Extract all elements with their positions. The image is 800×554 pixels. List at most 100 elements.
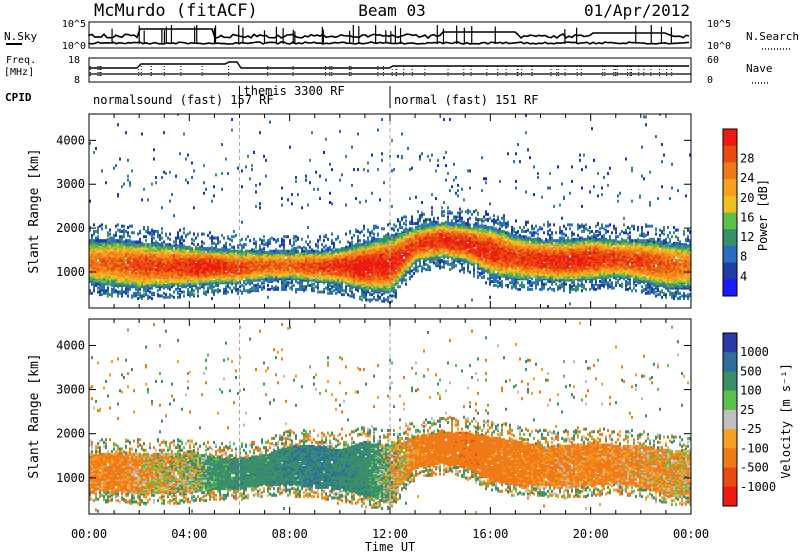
power-cell (235, 233, 237, 237)
power-cell (175, 174, 177, 178)
power-cell (193, 169, 195, 173)
power-cell (385, 298, 387, 302)
power-cell (357, 229, 359, 233)
power-cell (121, 243, 123, 247)
power-cell (167, 245, 169, 249)
power-cell (181, 241, 183, 245)
power-cell (209, 272, 211, 276)
power-cell (361, 251, 363, 255)
power-cell (203, 232, 205, 236)
power-cell (211, 248, 213, 252)
power-cell (233, 229, 235, 233)
power-cell (341, 293, 343, 297)
power-cell (305, 287, 307, 291)
power-cell (385, 290, 387, 294)
power-cell (377, 294, 379, 298)
power-cell (315, 243, 317, 247)
power-cell (259, 182, 261, 186)
power-cell (315, 252, 317, 256)
power-cell (281, 197, 283, 201)
freq-tick-lo: 8 (74, 75, 80, 86)
power-cell (245, 165, 247, 169)
power-cell (345, 232, 347, 236)
power-cell (171, 285, 173, 289)
power-cell (107, 286, 109, 290)
power-cell (379, 253, 381, 257)
power-cell (147, 228, 149, 232)
power-cell (277, 249, 279, 253)
power-cell (189, 277, 191, 281)
right-tick-top-lo: 10^0 (707, 41, 731, 52)
power-cell (119, 157, 121, 161)
power-cell (155, 229, 157, 233)
power-cell (349, 286, 351, 290)
power-cell (309, 240, 311, 244)
power-cell (231, 118, 233, 122)
power-cell (231, 249, 233, 253)
power-cell (177, 252, 179, 256)
power-cell (345, 270, 347, 274)
power-cell (141, 265, 143, 269)
power-cell (225, 253, 227, 257)
power-cell (259, 285, 261, 289)
power-cell (211, 235, 213, 239)
power-cell (323, 287, 325, 291)
power-cell (141, 278, 143, 282)
power-cell (155, 175, 157, 179)
power-cell (291, 202, 293, 206)
power-cell (105, 181, 107, 185)
power-cell (229, 243, 231, 247)
power-cell (155, 181, 157, 185)
power-cell (361, 229, 363, 233)
power-cell (183, 290, 185, 294)
power-cell (217, 248, 219, 252)
power-cell (349, 244, 351, 248)
nsearch-line (88, 41, 690, 45)
power-cell (329, 287, 331, 291)
power-cell (367, 161, 369, 165)
power-cell (233, 235, 235, 239)
power-cell (367, 169, 369, 173)
power-cell (341, 260, 343, 264)
power-cell (283, 239, 285, 243)
power-cell (301, 249, 303, 253)
power-cell (349, 241, 351, 245)
power-cell (163, 295, 165, 299)
power-cell (151, 278, 153, 282)
power-cell (275, 260, 277, 264)
power-cell (265, 277, 267, 281)
power-cell (271, 249, 273, 253)
power-cell (219, 240, 221, 244)
power-cell (339, 290, 341, 294)
power-cell (365, 298, 367, 302)
power-cell (91, 278, 93, 282)
power-cell (239, 249, 241, 253)
power-cell (291, 279, 293, 283)
power-cell (277, 286, 279, 290)
power-cell (211, 290, 213, 294)
power-cell (113, 236, 115, 240)
power-cell (197, 290, 199, 294)
power-cell (101, 249, 103, 253)
power-cell (103, 269, 105, 273)
power-cell (235, 249, 237, 253)
power-cell (289, 268, 291, 272)
power-cell (381, 276, 383, 280)
power-cell (273, 268, 275, 272)
power-cell (267, 279, 269, 283)
power-cell (383, 297, 385, 301)
power-cell (269, 249, 271, 253)
power-cell (225, 291, 227, 295)
power-cell (375, 224, 377, 228)
power-cell (191, 241, 193, 245)
power-cell (329, 245, 331, 249)
power-cell (127, 158, 129, 162)
power-cell (97, 286, 99, 290)
power-cell (191, 247, 193, 251)
power-cell (121, 239, 123, 243)
power-cell (203, 164, 205, 168)
power-cell (263, 285, 265, 289)
power-cell (207, 252, 209, 256)
power-cell (197, 262, 199, 266)
power-cell (177, 114, 179, 116)
